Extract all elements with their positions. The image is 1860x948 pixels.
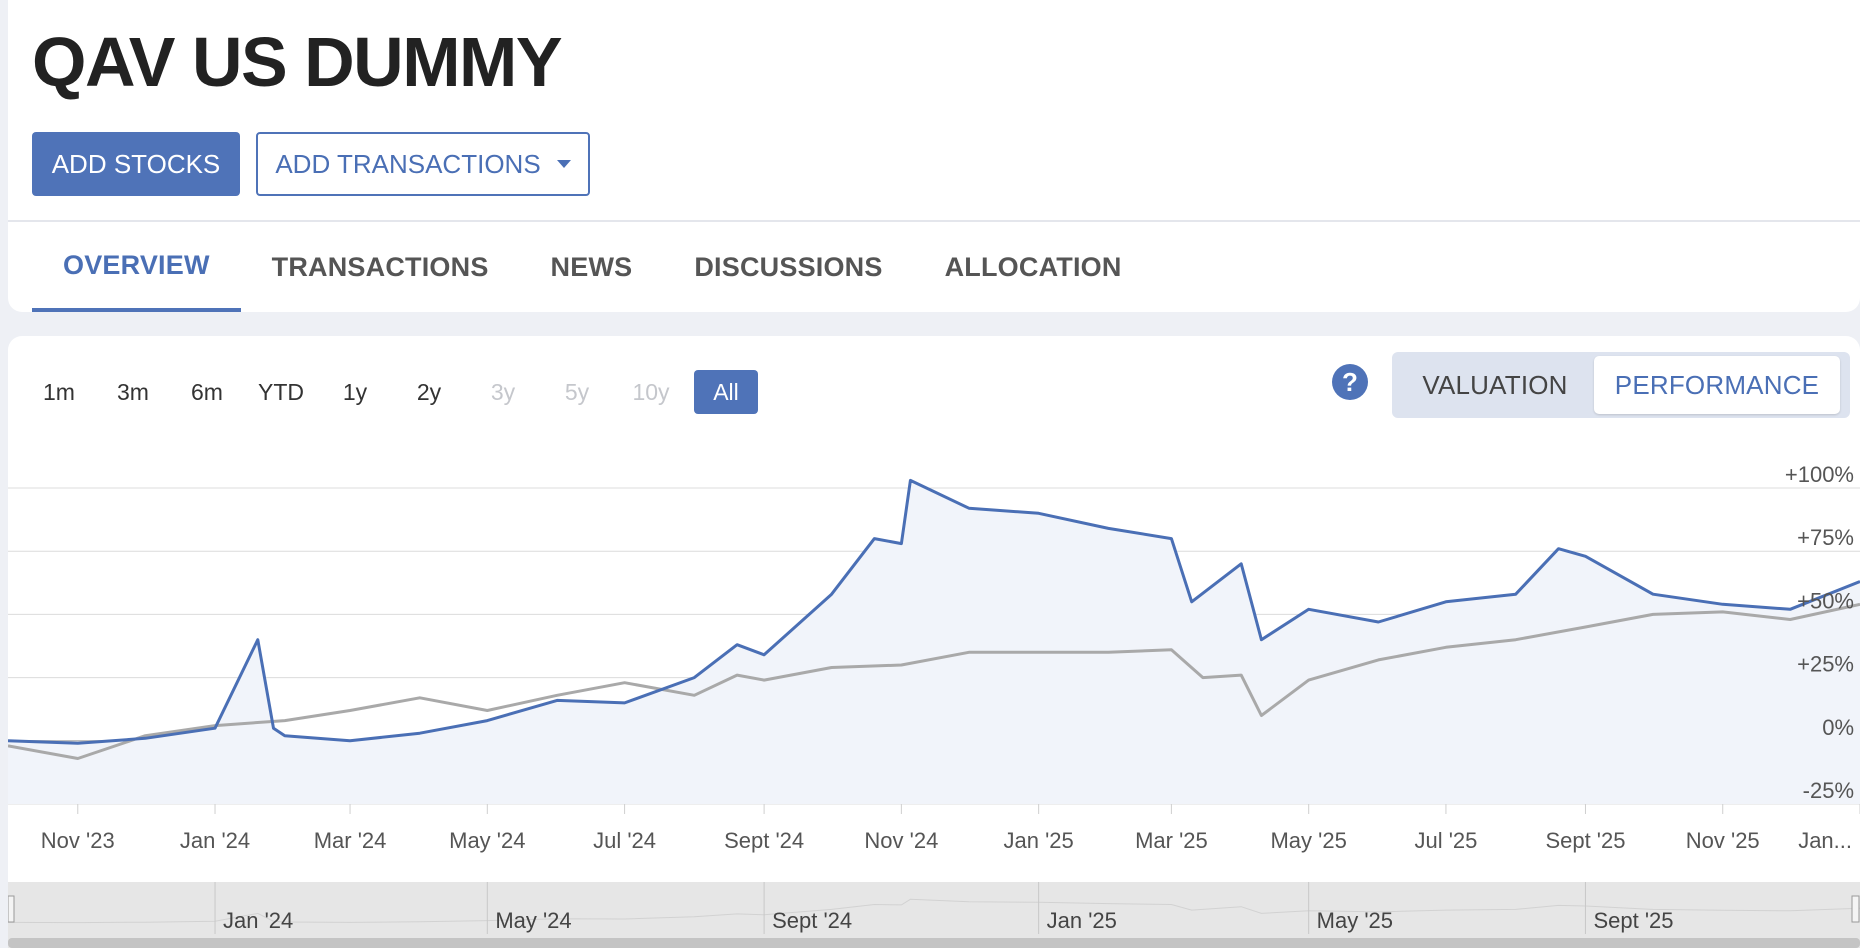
x-tick-label: May '25 (1270, 828, 1346, 853)
performance-toggle-button[interactable]: PERFORMANCE (1594, 356, 1840, 414)
range-3m-button[interactable]: 3m (117, 378, 149, 405)
add-transactions-label: ADD TRANSACTIONS (275, 148, 541, 179)
tab-transactions[interactable]: TRANSACTIONS (271, 251, 489, 282)
portfolio-header: QAV US DUMMY ADD STOCKS ADD TRANSACTIONS… (8, 0, 1860, 312)
x-tick-label: Mar '25 (1135, 828, 1208, 853)
navigator-tick-label: Sept '25 (1593, 908, 1673, 933)
x-tick-label: Sept '24 (724, 828, 804, 853)
range-1m-button[interactable]: 1m (43, 378, 75, 405)
x-tick-label: Jul '25 (1414, 828, 1477, 853)
view-toggle: VALUATION PERFORMANCE (1392, 352, 1850, 418)
navigator-right-handle (1851, 895, 1860, 923)
tab-discussions[interactable]: DISCUSSIONS (694, 251, 883, 282)
performance-chart-card: 1m 3m 6m YTD 1y 2y 3y 5y 10y All ? VALUA… (8, 336, 1860, 948)
navigator-tick-label: Sept '24 (772, 908, 852, 933)
valuation-toggle-button[interactable]: VALUATION (1422, 369, 1568, 400)
x-tick-label: Nov '24 (864, 828, 938, 853)
portfolio-series-line (8, 478, 1860, 745)
add-stocks-button[interactable]: ADD STOCKS (32, 132, 240, 196)
tab-allocation[interactable]: ALLOCATION (944, 251, 1122, 282)
y-tick-label: 0% (1822, 715, 1854, 740)
x-tick-label: May '24 (449, 828, 525, 853)
range-selector: 1m 3m 6m YTD 1y 2y 3y 5y 10y All (22, 370, 758, 414)
range-2y-button[interactable]: 2y (416, 378, 442, 405)
range-ytd-button[interactable]: YTD (258, 378, 304, 405)
range-6m-button[interactable]: 6m (191, 378, 223, 405)
y-tick-label: +25% (1797, 652, 1854, 677)
navigator-tick-label: Jan '25 (1047, 908, 1117, 933)
tab-overview[interactable]: OVERVIEW (32, 222, 241, 312)
range-3y-button: 3y (490, 378, 516, 405)
range-1y-button[interactable]: 1y (342, 378, 368, 405)
x-tick-label: Nov '25 (1686, 828, 1760, 853)
navigator-tick-label: May '24 (495, 908, 571, 933)
x-tick-label: Sept '25 (1545, 828, 1625, 853)
navigator-left-handle (8, 895, 15, 923)
y-tick-label: -25% (1803, 778, 1854, 803)
tab-news[interactable]: NEWS (550, 251, 633, 282)
navigator-series-line (8, 898, 1860, 924)
navigator-tick-label: May '25 (1317, 908, 1393, 933)
range-10y-button: 10y (632, 378, 670, 405)
chart-navigator[interactable] (8, 882, 1860, 948)
caret-down-icon (556, 160, 571, 168)
navigator-scrollbar (8, 938, 1860, 948)
range-all-button[interactable]: All (694, 370, 758, 414)
header-divider (8, 220, 1860, 222)
portfolio-area (8, 480, 1860, 804)
performance-chart: +100% +75% +50% +25% 0% -25% Nov '23 Jan '24 Mar… (8, 462, 1860, 948)
y-tick-label: +75% (1797, 525, 1854, 550)
navigator-tick-label: Jan '24 (223, 908, 293, 933)
benchmark-series-line (8, 602, 1860, 760)
x-tick-label: Jul '24 (593, 828, 656, 853)
portfolio-tabs: OVERVIEW TRANSACTIONS NEWS DISCUSSIONS A… (32, 222, 1153, 312)
range-5y-button: 5y (564, 378, 590, 405)
x-tick-label: Jan '25 (1004, 828, 1074, 853)
x-tick-label: Mar '24 (314, 828, 387, 853)
x-tick-label: Nov '23 (41, 828, 115, 853)
y-tick-label: +100% (1785, 462, 1854, 487)
y-tick-label: +50% (1797, 588, 1854, 613)
page-title: QAV US DUMMY (32, 23, 563, 101)
add-transactions-dropdown[interactable]: ADD TRANSACTIONS (256, 132, 590, 196)
x-tick-label: Jan... (1798, 828, 1852, 853)
question-circle-icon[interactable]: ? (1332, 364, 1368, 400)
x-tick-label: Jan '24 (180, 828, 250, 853)
